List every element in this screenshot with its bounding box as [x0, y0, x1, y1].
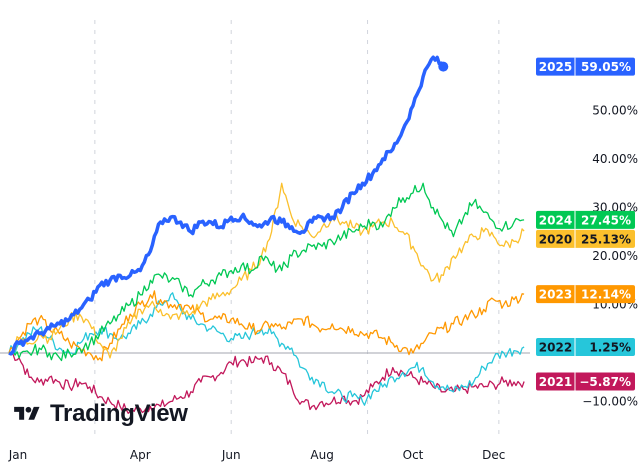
x-tick-label: Oct: [403, 448, 424, 462]
series-line-2024: [8, 182, 525, 362]
x-tick-label: Jan: [8, 448, 28, 462]
x-tick-label: Dec: [482, 448, 505, 462]
series-year-label: 2023: [539, 288, 572, 302]
label-background: [536, 210, 635, 229]
series-end-dot-2025: [438, 61, 449, 72]
series-line-2021: [8, 352, 525, 414]
series-value-label: −5.87%: [579, 375, 631, 389]
x-axis: Jan Apr Jun Aug Oct Dec: [8, 448, 506, 462]
y-axis: 50.00%40.00%30.00%20.00%10.00%−10.00%: [582, 104, 638, 409]
last-value-label-2024: 2024 27.45%: [536, 210, 635, 229]
series-lines: [8, 55, 525, 414]
series-value-label: 25.13%: [581, 232, 631, 246]
series-year-label: 2024: [539, 213, 572, 227]
tradingview-logo-icon: [14, 406, 40, 420]
x-tick-label: Aug: [310, 448, 333, 462]
label-background: [536, 285, 635, 304]
label-background: [536, 229, 635, 248]
series-year-label: 2021: [539, 375, 572, 389]
label-background: [536, 372, 635, 391]
last-value-label-2025: 2025 59.05%: [536, 57, 635, 76]
logo-text: TradingView: [50, 400, 188, 427]
last-value-label-2021: 2021 −5.87%: [536, 372, 635, 391]
series-value-label: 59.05%: [581, 60, 631, 74]
label-background: [536, 337, 635, 356]
series-value-label: 27.45%: [581, 213, 631, 227]
last-value-labels: 2025 59.05% 2024 27.45% 2020 25.13% 2023 12.14%…: [536, 57, 635, 391]
series-year-label: 2020: [539, 232, 572, 246]
series-year-label: 2022: [539, 340, 572, 354]
x-tick-label: Jun: [221, 448, 241, 462]
label-background: [536, 57, 635, 76]
last-value-label-2020: 2020 25.13%: [536, 229, 635, 248]
series-line-2020: [8, 182, 525, 359]
y-tick-label: −10.00%: [582, 395, 638, 409]
y-tick-label: 50.00%: [592, 104, 638, 118]
series-value-label: 1.25%: [589, 340, 631, 354]
series-line-2022: [8, 292, 525, 406]
tradingview-logo[interactable]: TradingView: [10, 400, 188, 428]
series-line-2025: [8, 55, 445, 356]
y-tick-label: 20.00%: [592, 249, 638, 263]
x-tick-label: Apr: [130, 448, 151, 462]
series-year-label: 2025: [539, 60, 572, 74]
last-value-label-2023: 2023 12.14%: [536, 285, 635, 304]
last-value-label-2022: 2022 1.25%: [536, 337, 635, 356]
series-line-2023: [8, 290, 525, 362]
y-tick-label: 40.00%: [592, 152, 638, 166]
series-value-label: 12.14%: [581, 288, 631, 302]
